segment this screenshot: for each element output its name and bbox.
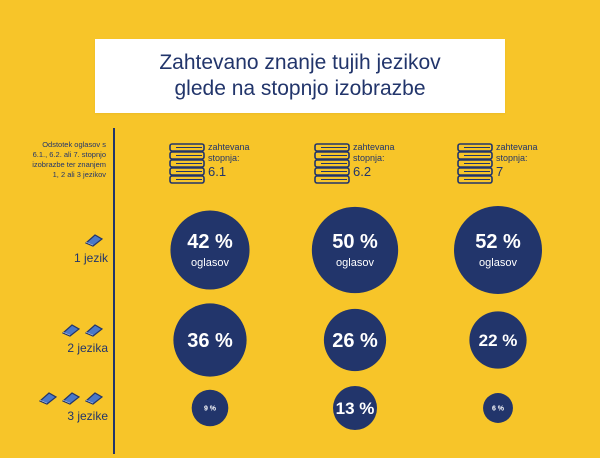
value-bubble: 6 % xyxy=(483,393,513,423)
value-bubble: 52 % oglasov xyxy=(454,206,542,294)
book-stack-icon xyxy=(169,143,205,184)
level-value: 7 xyxy=(496,164,504,179)
value-bubble: 50 % oglasov xyxy=(311,206,399,294)
level-label: stopnja: xyxy=(208,153,240,163)
book-icon xyxy=(61,324,81,337)
divider-line xyxy=(113,128,115,454)
bubble-circle xyxy=(323,308,387,372)
level-value: 6.2 xyxy=(353,164,372,179)
level-prefix: zahtevana xyxy=(353,142,395,152)
value-bubble: 26 % xyxy=(323,308,387,372)
description-line: 1, 2 ali 3 jezikov xyxy=(52,170,106,179)
bubble-circle xyxy=(469,311,527,369)
value-bubble: 22 % xyxy=(469,311,527,369)
bubble-circle xyxy=(311,206,399,294)
description-line: 6.1., 6.2. ali 7. stopnjo xyxy=(32,150,106,159)
bubble-value-label: 9 % xyxy=(204,405,217,412)
bubble-value-label: 26 % xyxy=(332,330,378,352)
value-bubble: 36 % xyxy=(173,303,247,377)
level-header: zahtevana stopnja: 6.2 xyxy=(353,142,395,179)
row-label: 1 jezik xyxy=(73,251,108,265)
bubble-circle xyxy=(191,389,229,427)
book-stack-icon xyxy=(457,143,493,184)
row-description: Odstotek oglasov s 6.1., 6.2. ali 7. sto… xyxy=(10,140,106,180)
description-line: izobrazbe ter znanjem xyxy=(32,160,106,169)
bubble-circle xyxy=(483,393,513,423)
description-line: Odstotek oglasov s xyxy=(42,140,106,149)
book-stack-icon xyxy=(314,143,350,184)
bubble-circle xyxy=(173,303,247,377)
book-icon xyxy=(84,392,104,405)
level-prefix: zahtevana xyxy=(208,142,250,152)
value-bubble: 9 % xyxy=(191,389,229,427)
row-label: 3 jezike xyxy=(67,409,108,423)
book-icon xyxy=(84,234,104,247)
bubble-value-label: 22 % xyxy=(479,331,518,350)
book-icon xyxy=(38,392,58,405)
level-header: zahtevana stopnja: 6.1 xyxy=(208,142,250,179)
bubble-value-label: 6 % xyxy=(492,405,505,412)
book-icon xyxy=(84,324,104,337)
row-book-icons xyxy=(61,323,104,337)
bubble-sublabel: oglasov xyxy=(479,257,517,269)
row-book-icons xyxy=(38,391,104,405)
level-label: stopnja: xyxy=(496,153,528,163)
level-label: stopnja: xyxy=(353,153,385,163)
bubble-value-label: 13 % xyxy=(336,399,375,418)
title-line-2: glede na stopnjo izobrazbe xyxy=(174,77,426,100)
level-prefix: zahtevana xyxy=(496,142,538,152)
bubble-circle xyxy=(333,386,377,430)
value-bubble: 13 % xyxy=(333,386,377,430)
title-line-1: Zahtevano znanje tujih jezikov xyxy=(159,51,441,74)
bubble-sublabel: oglasov xyxy=(191,257,229,269)
bubble-sublabel: oglasov xyxy=(336,257,374,269)
value-bubble: 42 % oglasov xyxy=(170,210,250,290)
level-header: zahtevana stopnja: 7 xyxy=(496,142,538,179)
row-label: 2 jezika xyxy=(67,341,108,355)
book-icon xyxy=(61,392,81,405)
bubble-value-label: 36 % xyxy=(187,330,233,352)
bubble-value-label: 50 % xyxy=(332,231,378,253)
bubble-value-label: 42 % xyxy=(187,231,233,253)
bubble-circle xyxy=(170,210,250,290)
level-value: 6.1 xyxy=(208,164,227,179)
chart-title: Zahtevano znanje tujih jezikov glede na … xyxy=(95,39,505,113)
bubble-circle xyxy=(454,206,542,294)
row-book-icons xyxy=(84,233,104,247)
bubble-value-label: 52 % xyxy=(475,231,521,253)
